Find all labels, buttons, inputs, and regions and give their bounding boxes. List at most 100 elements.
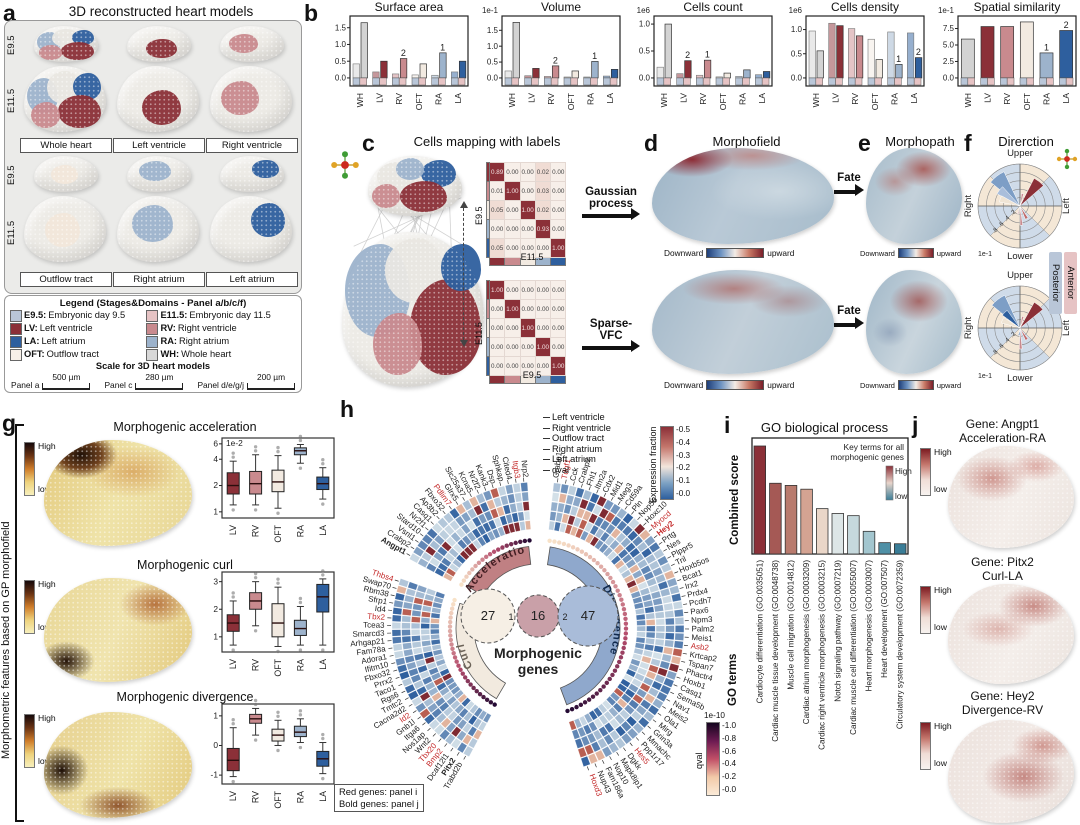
morphogenic-genes-circular-plot: Angpt1Crabp2Vsnl1Stard10Nr2f1Casq1Ap3b2F… <box>329 397 718 800</box>
svg-text:Circulatory system development: Circulatory system development (GO:00723… <box>896 560 905 729</box>
svg-text:RV: RV <box>1002 93 1012 105</box>
heart-model-OFT <box>34 156 98 192</box>
svg-text:Heart morphogenesis (GO:000300: Heart morphogenesis (GO:0003007) <box>865 560 874 692</box>
svg-text:Cardiac muscle cell differenti: Cardiac muscle cell differentiation (GO:… <box>849 560 858 735</box>
svg-text:.4: .4 <box>1004 215 1012 223</box>
svg-text:OFT: OFT <box>870 92 880 110</box>
stage-label-e115-top: E11.5 <box>6 88 17 114</box>
svg-text:2: 2 <box>562 612 567 622</box>
svg-text:1.5: 1.5 <box>335 23 347 32</box>
legend-swatch-rv <box>146 322 159 335</box>
qval-colorbar: 1e-10 qval -1.0 -0.8 -0.6 -0.4 -0.2 -0.0 <box>694 711 736 800</box>
svg-text:1e-1: 1e-1 <box>938 6 955 15</box>
svg-text:1: 1 <box>213 631 218 641</box>
fate-arrow-top <box>834 185 864 196</box>
svg-text:1.0: 1.0 <box>335 40 347 49</box>
svg-text:Smarcd3: Smarcd3 <box>352 629 385 639</box>
sparse-vfc-label: Sparse- VFC <box>589 318 633 343</box>
panel-i-title: GO biological process <box>760 420 889 435</box>
heatmap-row-label: E11.5 <box>474 322 484 346</box>
cloud-domain-patch <box>396 158 425 180</box>
morphopath-vfc-image <box>866 270 962 374</box>
heart-model-WH <box>24 66 106 132</box>
svg-text:Notch signaling pathway (GO:00: Notch signaling pathway (GO:0007219) <box>833 560 842 702</box>
svg-text:1.0: 1.0 <box>791 25 803 34</box>
heatmap-row-label: E9.5 <box>474 206 484 226</box>
svg-text:LA: LA <box>605 93 615 104</box>
svg-text:LV: LV <box>228 791 238 801</box>
panel-d-title: Morphofield <box>712 134 781 149</box>
legend-swatch-e115 <box>146 309 159 322</box>
heart-model-WH <box>34 26 98 62</box>
legend-title: Legend (Stages&Domains - Panel a/b/c/f) <box>59 298 247 309</box>
svg-text:.6: .6 <box>998 343 1006 351</box>
heart-domain-patch <box>72 29 95 45</box>
legend-swatch-ra <box>146 335 159 348</box>
scale-panel-degj: Panel d/e/g/j 200 µm <box>197 373 295 390</box>
curl-morphofield-image <box>44 578 192 682</box>
morphofield-vfc-image <box>652 270 834 374</box>
acceleration-title: Morphogenic acceleration <box>113 420 257 434</box>
heart-domain-patch <box>60 41 95 60</box>
svg-text:Nrp2: Nrp2 <box>520 460 531 479</box>
legend-item-oft: OFT: Outflow tract <box>10 348 143 361</box>
svg-text:WH: WH <box>507 93 517 107</box>
expression-fraction-colorbar: Expression fraction -0.5 -0.4 -0.3 -0.2 -0.1-… <box>648 425 691 504</box>
anterior-badge: Anterior <box>1064 252 1077 314</box>
svg-text:Arhgap21: Arhgap21 <box>350 636 386 648</box>
svg-text:OFT: OFT <box>414 92 424 110</box>
panel-g-bracket <box>15 424 24 822</box>
svg-text:Spatial similarity: Spatial similarity <box>974 0 1061 14</box>
panel-e-title: Morphopath <box>885 134 955 149</box>
svg-text:Key terms for all: Key terms for all <box>843 442 904 452</box>
gene-card-3-colorbar: High low <box>920 722 952 770</box>
morphofield-gp-colorbar: Downward upward <box>664 248 795 258</box>
svg-text:Left: Left <box>1061 198 1072 214</box>
svg-text:WH: WH <box>963 93 973 107</box>
svg-text:Cells density: Cells density <box>831 0 899 14</box>
svg-text:3: 3 <box>213 576 218 586</box>
svg-text:16: 16 <box>531 608 545 623</box>
svg-text:RA: RA <box>1042 93 1052 105</box>
svg-text:OFT: OFT <box>273 790 283 808</box>
legend-item-lv: LV: Left ventricle <box>10 322 143 335</box>
svg-text:6: 6 <box>213 438 218 448</box>
svg-text:RV: RV <box>546 93 556 105</box>
gene-card-1-title: Gene: Angpt1 Acceleration-RA <box>959 417 1046 445</box>
downward-upward-gradient <box>706 248 765 258</box>
heat-gradient <box>24 442 35 496</box>
heart-domain-patch <box>39 45 63 60</box>
axis-orientation-glyph <box>1056 148 1078 175</box>
heart-domain-patch <box>30 101 61 129</box>
svg-text:2: 2 <box>685 50 690 60</box>
gene-pitx2-expression-image <box>948 584 1074 684</box>
svg-text:LV: LV <box>375 93 385 103</box>
posterior-badge: Posterior <box>1049 252 1062 314</box>
gaussian-process-label: Gaussian process <box>585 186 637 211</box>
morphofield-gp-image <box>652 148 834 244</box>
panel-g-side-label: Morphometric features based on GP morpho… <box>0 521 12 759</box>
cloud-domain-patch <box>371 183 400 208</box>
svg-text:1e6: 1e6 <box>637 6 651 15</box>
panel-b-bar-charts: Surface area 0.0 0.5 1.0 1.5 WH LV RV OFT RA LA 2 1 V… <box>335 0 1077 110</box>
svg-text:2: 2 <box>401 48 406 58</box>
svg-text:1: 1 <box>896 54 901 64</box>
svg-text:47: 47 <box>581 608 595 623</box>
expression-gradient <box>920 722 931 770</box>
heart-domain-patch <box>131 205 173 242</box>
svg-text:1e-1: 1e-1 <box>978 251 992 258</box>
svg-text:1e-2: 1e-2 <box>226 438 243 448</box>
legend-item-e95: E9.5: Embryonic day 9.5 <box>10 309 143 322</box>
svg-text:Irx2: Irx2 <box>684 579 700 591</box>
stage-label-e95-top: E9.5 <box>6 35 17 55</box>
legend-items: E9.5: Embryonic day 9.5 E11.5: Embryonic d… <box>10 309 296 361</box>
svg-text:LA: LA <box>909 93 919 104</box>
heart-domain-patch <box>251 202 286 237</box>
fate-label-bottom: Fate <box>837 305 861 317</box>
svg-text:1: 1 <box>508 612 513 622</box>
svg-text:Sfrp1: Sfrp1 <box>368 594 389 606</box>
stage-label-e95-bottom: E9.5 <box>6 165 17 185</box>
svg-text:.6: .6 <box>998 221 1006 229</box>
svg-text:1e-1: 1e-1 <box>482 6 499 15</box>
